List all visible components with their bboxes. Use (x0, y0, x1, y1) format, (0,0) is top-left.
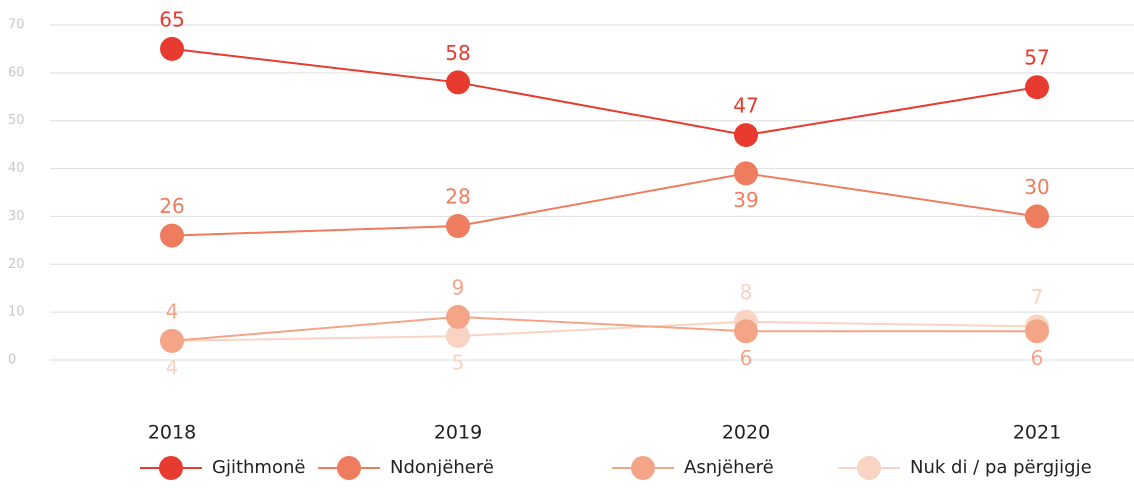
data-label: 28 (445, 185, 470, 209)
data-label: 30 (1024, 175, 1049, 199)
x-tick-label: 2018 (148, 422, 196, 444)
y-tick-label: 40 (8, 161, 25, 176)
x-tick-label: 2019 (434, 422, 482, 444)
data-label: 57 (1024, 46, 1049, 70)
data-label: 39 (733, 188, 758, 212)
data-point (734, 123, 758, 148)
x-tick-label: 2021 (1013, 422, 1061, 444)
data-point (160, 223, 184, 248)
legend-marker (631, 456, 655, 480)
data-point (1025, 75, 1049, 100)
data-label: 9 (452, 275, 465, 299)
data-point (1025, 319, 1049, 344)
y-tick-label: 20 (8, 257, 25, 272)
data-label: 6 (1031, 346, 1044, 370)
legend-label: Nuk di / pa përgjigje (910, 457, 1092, 478)
y-tick-label: 70 (8, 18, 25, 33)
legend-marker (337, 456, 361, 480)
data-label: 6 (740, 346, 753, 370)
data-label: 8 (740, 280, 753, 304)
data-label: 58 (445, 41, 470, 65)
y-tick-label: 10 (8, 305, 25, 320)
data-point (446, 304, 470, 329)
legend-label: Gjithmonë (212, 457, 305, 478)
series-line (171, 320, 1038, 342)
y-tick-label: 0 (8, 353, 16, 368)
data-label: 26 (159, 194, 184, 218)
data-point (160, 328, 184, 353)
legend-label: Ndonjëherë (390, 457, 494, 478)
series-line (171, 47, 1038, 137)
data-label: 7 (1031, 285, 1044, 309)
data-point (446, 70, 470, 95)
series-line (171, 172, 1038, 237)
data-label: 5 (452, 351, 465, 375)
data-point (446, 324, 470, 349)
legend-marker (159, 456, 183, 480)
legend-marker (857, 456, 881, 480)
data-point (160, 36, 184, 61)
data-point (1025, 204, 1049, 229)
legend-label: Asnjëherë (684, 457, 774, 478)
data-label: 47 (733, 94, 758, 118)
data-point (734, 161, 758, 186)
series-line (171, 315, 1037, 342)
y-tick-label: 60 (8, 65, 25, 80)
y-tick-label: 30 (8, 209, 25, 224)
x-tick-label: 2020 (722, 422, 770, 444)
data-label: 4 (166, 299, 179, 323)
data-label: 65 (159, 7, 184, 31)
data-point (446, 214, 470, 238)
y-tick-label: 50 (8, 113, 25, 128)
data-label: 4 (166, 355, 179, 379)
data-point (734, 319, 758, 344)
